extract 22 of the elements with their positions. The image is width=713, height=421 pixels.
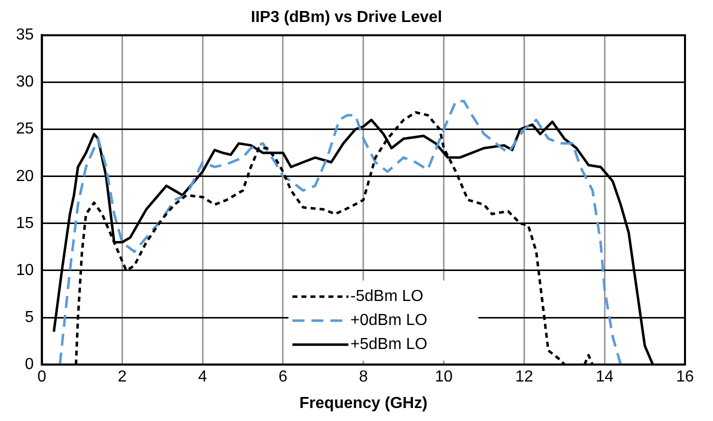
x-tick-label: 4: [198, 368, 208, 386]
y-tick-label: 0: [24, 356, 34, 374]
legend-label: +5dBm LO: [350, 336, 428, 354]
x-tick-label: 10: [434, 368, 453, 386]
x-tick-label: 6: [278, 368, 288, 386]
y-tick-label: 35: [16, 26, 34, 44]
y-tick-label: 20: [16, 168, 34, 185]
x-tick-label: 8: [358, 368, 368, 386]
x-axis-title: Frequency (GHz): [299, 394, 428, 412]
x-tick-label: 2: [118, 368, 127, 386]
x-tick-label: 16: [676, 368, 694, 386]
legend-label: -5dBm LO: [350, 288, 424, 306]
y-tick-label: 25: [16, 120, 34, 138]
x-tick-label: 12: [515, 368, 534, 386]
legend-label: +0dBm LO: [350, 312, 428, 330]
x-tick-label: 14: [596, 368, 614, 386]
y-tick-label: 10: [16, 262, 34, 279]
y-tick-label: 30: [16, 74, 34, 91]
y-tick-label: 15: [16, 214, 34, 232]
x-tick-label: 0: [37, 368, 46, 386]
chart-title: IIP3 (dBm) vs Drive Level: [250, 9, 442, 26]
y-tick-label: 5: [24, 308, 34, 326]
